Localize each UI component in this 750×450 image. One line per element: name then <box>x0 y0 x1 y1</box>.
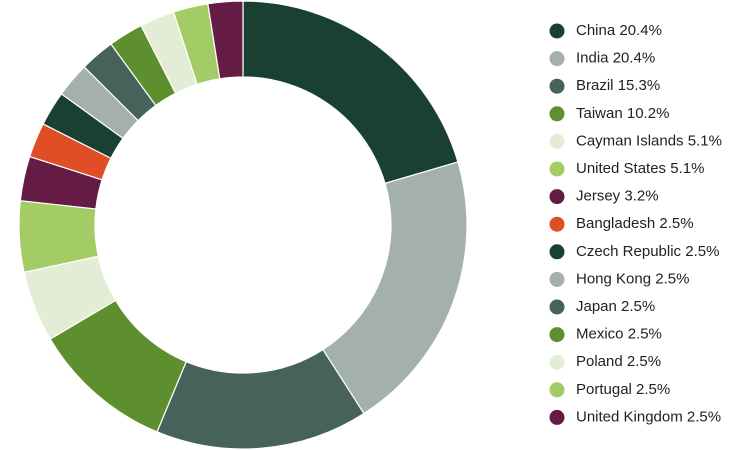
legend-label: India 20.4% <box>576 50 655 67</box>
legend-item: Jersey 3.2% <box>549 188 659 205</box>
legend-name: China <box>576 22 616 39</box>
legend-item: Hong Kong 2.5% <box>549 270 689 287</box>
legend-item: Japan 2.5% <box>549 298 655 315</box>
slice <box>322 161 468 415</box>
legend-swatch <box>549 161 565 177</box>
legend-name: Bangladesh <box>576 215 655 232</box>
legend-name: Mexico <box>576 326 624 343</box>
legend-label: Poland 2.5% <box>576 353 661 370</box>
legend-name: Czech Republic <box>576 243 682 260</box>
legend-value: 15.3% <box>618 77 661 94</box>
legend-item: Brazil 15.3% <box>549 77 660 94</box>
legend-name: Hong Kong <box>576 270 651 287</box>
legend-name: Portugal <box>576 381 632 398</box>
legend-item: Poland 2.5% <box>549 353 661 370</box>
legend-name: Jersey <box>576 188 621 205</box>
legend-label: Cayman Islands 5.1% <box>576 132 722 149</box>
legend-item: United States 5.1% <box>549 160 704 177</box>
legend-value: 20.4% <box>613 50 656 67</box>
slice <box>156 348 365 450</box>
legend-label: Brazil 15.3% <box>576 77 660 94</box>
legend-label: Jersey 3.2% <box>576 188 659 205</box>
legend-label: Mexico 2.5% <box>576 326 662 343</box>
legend-value: 2.5% <box>659 215 693 232</box>
slice <box>207 0 244 80</box>
legend-swatch <box>549 106 565 122</box>
legend-label: Czech Republic 2.5% <box>576 243 719 260</box>
legend-label: United States 5.1% <box>576 160 704 177</box>
donut <box>18 0 468 450</box>
legend-name: United States <box>576 160 666 177</box>
legend-label: Portugal 2.5% <box>576 381 670 398</box>
legend-item: China 20.4% <box>549 22 662 39</box>
legend-value: 2.5% <box>636 381 670 398</box>
legend-value: 2.5% <box>627 353 661 370</box>
legend-name: Taiwan <box>576 105 623 122</box>
legend-value: 3.2% <box>624 188 658 205</box>
legend-swatch <box>549 133 565 149</box>
legend-swatch <box>549 244 565 260</box>
legend-label: China 20.4% <box>576 22 662 39</box>
legend: China 20.4%India 20.4%Brazil 15.3%Taiwan… <box>549 22 722 425</box>
legend-swatch <box>549 78 565 94</box>
legend-label: Taiwan 10.2% <box>576 105 669 122</box>
legend-item: Mexico 2.5% <box>549 326 662 343</box>
legend-label: Japan 2.5% <box>576 298 655 315</box>
legend-name: Cayman Islands <box>576 132 684 149</box>
legend-swatch <box>549 271 565 287</box>
legend-value: 2.5% <box>621 298 655 315</box>
legend-item: Cayman Islands 5.1% <box>549 132 722 149</box>
legend-swatch <box>549 354 565 370</box>
legend-name: India <box>576 50 609 67</box>
legend-value: 2.5% <box>687 408 721 425</box>
legend-label: Hong Kong 2.5% <box>576 270 689 287</box>
legend-swatch <box>549 189 565 205</box>
legend-swatch <box>549 51 565 67</box>
legend-label: United Kingdom 2.5% <box>576 408 721 425</box>
legend-value: 5.1% <box>688 132 722 149</box>
legend-name: Brazil <box>576 77 614 94</box>
legend-swatch <box>549 382 565 398</box>
legend-label: Bangladesh 2.5% <box>576 215 694 232</box>
legend-swatch <box>549 299 565 315</box>
legend-value: 5.1% <box>670 160 704 177</box>
legend-item: United Kingdom 2.5% <box>549 408 721 425</box>
legend-swatch <box>549 23 565 39</box>
legend-item: Czech Republic 2.5% <box>549 243 719 260</box>
legend-value: 2.5% <box>655 270 689 287</box>
legend-item: Bangladesh 2.5% <box>549 215 694 232</box>
legend-value: 2.5% <box>685 243 719 260</box>
legend-name: Japan <box>576 298 617 315</box>
legend-swatch <box>549 216 565 232</box>
legend-name: United Kingdom <box>576 408 683 425</box>
legend-value: 10.2% <box>627 105 670 122</box>
legend-value: 20.4% <box>619 22 662 39</box>
legend-name: Poland <box>576 353 623 370</box>
legend-item: Portugal 2.5% <box>549 381 670 398</box>
legend-swatch <box>549 327 565 343</box>
slice <box>242 0 459 185</box>
legend-item: Taiwan 10.2% <box>549 105 669 122</box>
legend-swatch <box>549 409 565 425</box>
legend-item: India 20.4% <box>549 50 655 67</box>
legend-value: 2.5% <box>628 326 662 343</box>
